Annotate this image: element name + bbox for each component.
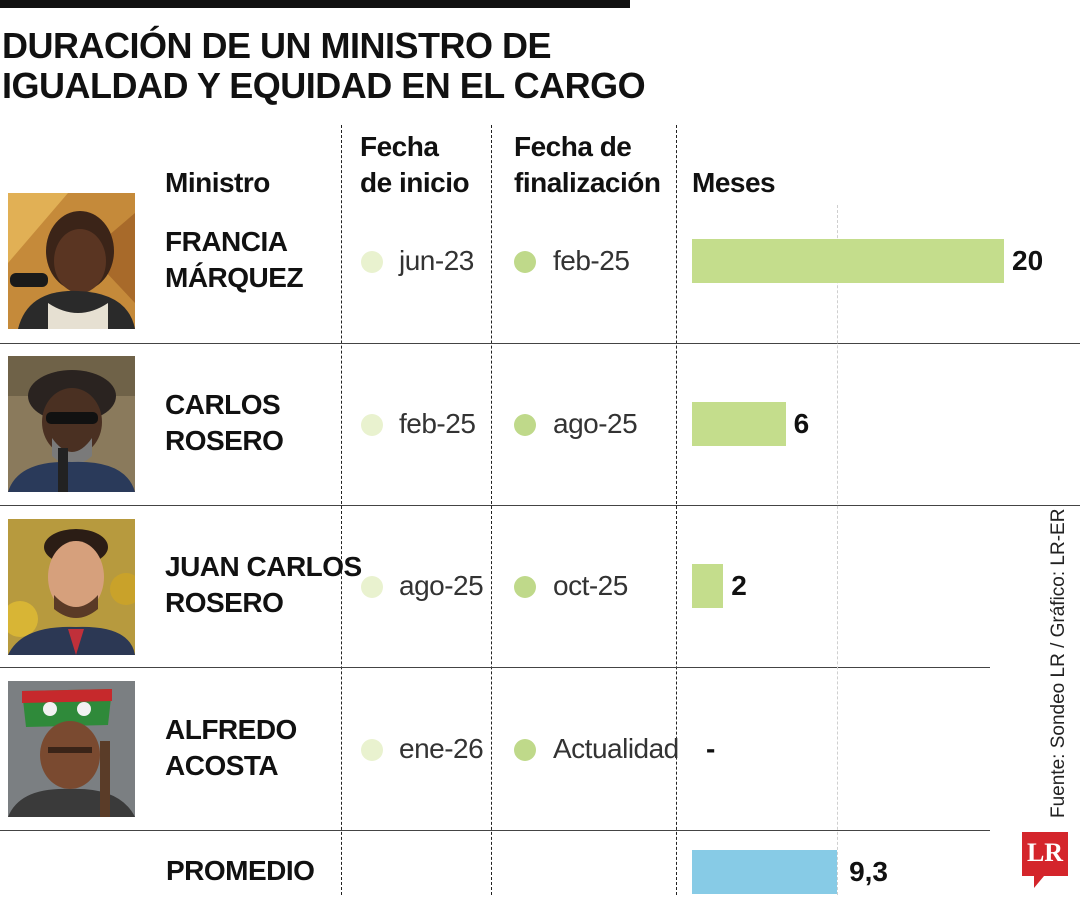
row-divider xyxy=(0,830,990,831)
row-divider xyxy=(0,667,990,668)
minister-name: ROSERO xyxy=(165,587,284,618)
lr-logo-icon xyxy=(1022,832,1068,888)
start-date-dot xyxy=(361,251,383,273)
minister-name: CARLOS xyxy=(165,389,281,420)
end-date: ago-25 xyxy=(553,408,638,439)
header-ministro: Ministro xyxy=(165,167,270,198)
end-date: oct-25 xyxy=(553,570,628,601)
chart-title: DURACIÓN DE UN MINISTRO DE IGUALDAD Y EQ… xyxy=(2,25,646,106)
start-date: jun-23 xyxy=(399,245,474,276)
minister-name: FRANCIA xyxy=(165,226,288,257)
duration-value-label: 2 xyxy=(731,570,747,601)
average-bar xyxy=(692,850,838,894)
portrait-icon xyxy=(8,681,135,817)
minister-name: ROSERO xyxy=(165,425,284,456)
column-divider xyxy=(341,125,342,895)
start-date: ene-26 xyxy=(399,733,484,764)
start-date: ago-25 xyxy=(399,570,484,601)
start-date-dot xyxy=(361,576,383,598)
duration-value-label: - xyxy=(706,733,716,764)
end-date-dot xyxy=(514,414,536,436)
header-fin-line1: Fecha de xyxy=(514,131,632,162)
average-value-label: 9,3 xyxy=(849,856,889,887)
portrait-icon xyxy=(8,193,135,329)
average-gridline xyxy=(837,205,839,895)
header-fin-line2: finalización xyxy=(514,167,661,198)
top-rule xyxy=(0,0,630,8)
average-label: PROMEDIO xyxy=(166,855,315,886)
header-inicio-line1: Fecha xyxy=(360,131,439,162)
end-date-dot xyxy=(514,251,536,273)
end-date: feb-25 xyxy=(553,245,630,276)
header-inicio-line2: de inicio xyxy=(360,167,470,198)
duration-value-label: 6 xyxy=(793,408,810,439)
end-date-dot xyxy=(514,576,536,598)
portrait-icon xyxy=(8,356,135,492)
source-note: Fuente: Sondeo LR / Gráfico: LR-ER xyxy=(1048,508,1069,818)
start-date-dot xyxy=(361,739,383,761)
end-date-dot xyxy=(514,739,536,761)
minister-name: MÁRQUEZ xyxy=(165,262,304,293)
start-date: feb-25 xyxy=(399,408,476,439)
duration-bar xyxy=(692,564,724,608)
row-divider xyxy=(0,505,1080,506)
end-date: Actualidad xyxy=(553,733,679,764)
duration-bar xyxy=(692,239,1004,283)
column-divider xyxy=(491,125,492,895)
column-divider xyxy=(676,125,677,895)
duration-value-label: 20 xyxy=(1012,245,1044,276)
row-divider xyxy=(0,343,1080,344)
portrait-icon xyxy=(8,519,135,655)
minister-name: ACOSTA xyxy=(165,750,279,781)
header-meses: Meses xyxy=(692,167,776,198)
duration-bar xyxy=(692,402,786,446)
minister-name: JUAN CARLOS xyxy=(165,551,362,582)
start-date-dot xyxy=(361,414,383,436)
logo-text: LR xyxy=(1026,838,1064,867)
minister-name: ALFREDO xyxy=(165,714,297,745)
